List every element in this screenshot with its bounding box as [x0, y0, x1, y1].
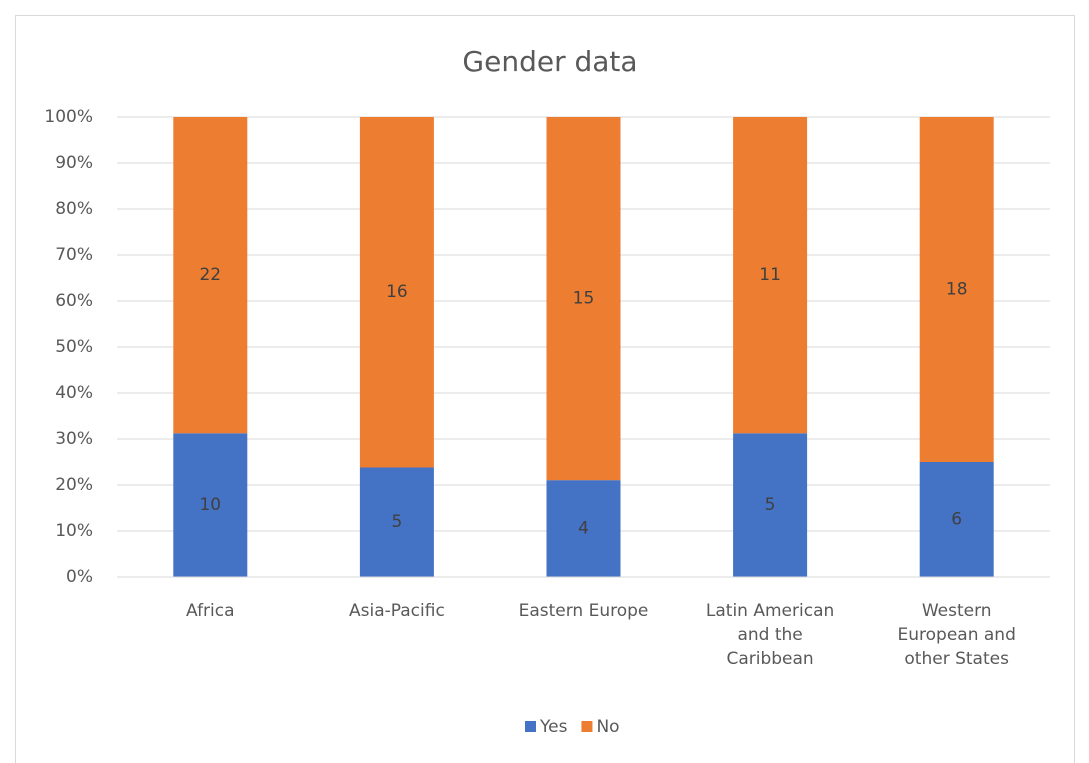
data-label: 5 [391, 512, 402, 532]
data-label: 6 [951, 510, 962, 530]
bar-segment [919, 462, 994, 577]
y-tick-label: 90% [55, 153, 93, 173]
bar-segment [546, 480, 621, 577]
legend-swatch [525, 721, 536, 732]
data-label: 10 [199, 495, 221, 515]
chart-title: Gender data [462, 45, 637, 78]
y-tick-label: 40% [55, 383, 93, 403]
bar-segment [173, 117, 248, 434]
x-tick-label: Asia-Pacific [349, 601, 445, 621]
x-tick-label: Eastern Europe [519, 601, 649, 621]
y-tick-label: 0% [66, 567, 93, 587]
bar-segment [359, 117, 434, 468]
legend: Yes No [525, 717, 620, 737]
legend-label: No [596, 717, 619, 737]
y-tick-label: 50% [55, 337, 93, 357]
bar-segment [546, 117, 621, 481]
data-label: 22 [199, 265, 221, 285]
legend-label: Yes [539, 717, 568, 737]
y-tick-label: 60% [55, 291, 93, 311]
x-tick-label: Africa [186, 601, 235, 621]
x-tick-label: Western European and other States [898, 601, 1016, 669]
data-label: 11 [759, 265, 781, 285]
y-tick-label: 80% [55, 199, 93, 219]
data-label: 5 [765, 495, 776, 515]
y-tick-label: 30% [55, 429, 93, 449]
data-label: 4 [578, 519, 589, 539]
bar-segment [173, 433, 248, 577]
bar-segment [733, 117, 808, 434]
y-tick-label: 20% [55, 475, 93, 495]
bar-segment [919, 117, 994, 462]
bar-segment [359, 467, 434, 577]
x-tick-label: Latin American and the Caribbean [706, 601, 834, 669]
bar-segment [733, 433, 808, 577]
data-label: 18 [946, 280, 968, 300]
legend-swatch [581, 721, 593, 732]
y-tick-label: 100% [44, 107, 93, 127]
data-label: 15 [573, 289, 595, 309]
y-tick-label: 70% [55, 245, 93, 265]
data-label: 16 [386, 282, 408, 302]
y-tick-label: 10% [55, 521, 93, 541]
